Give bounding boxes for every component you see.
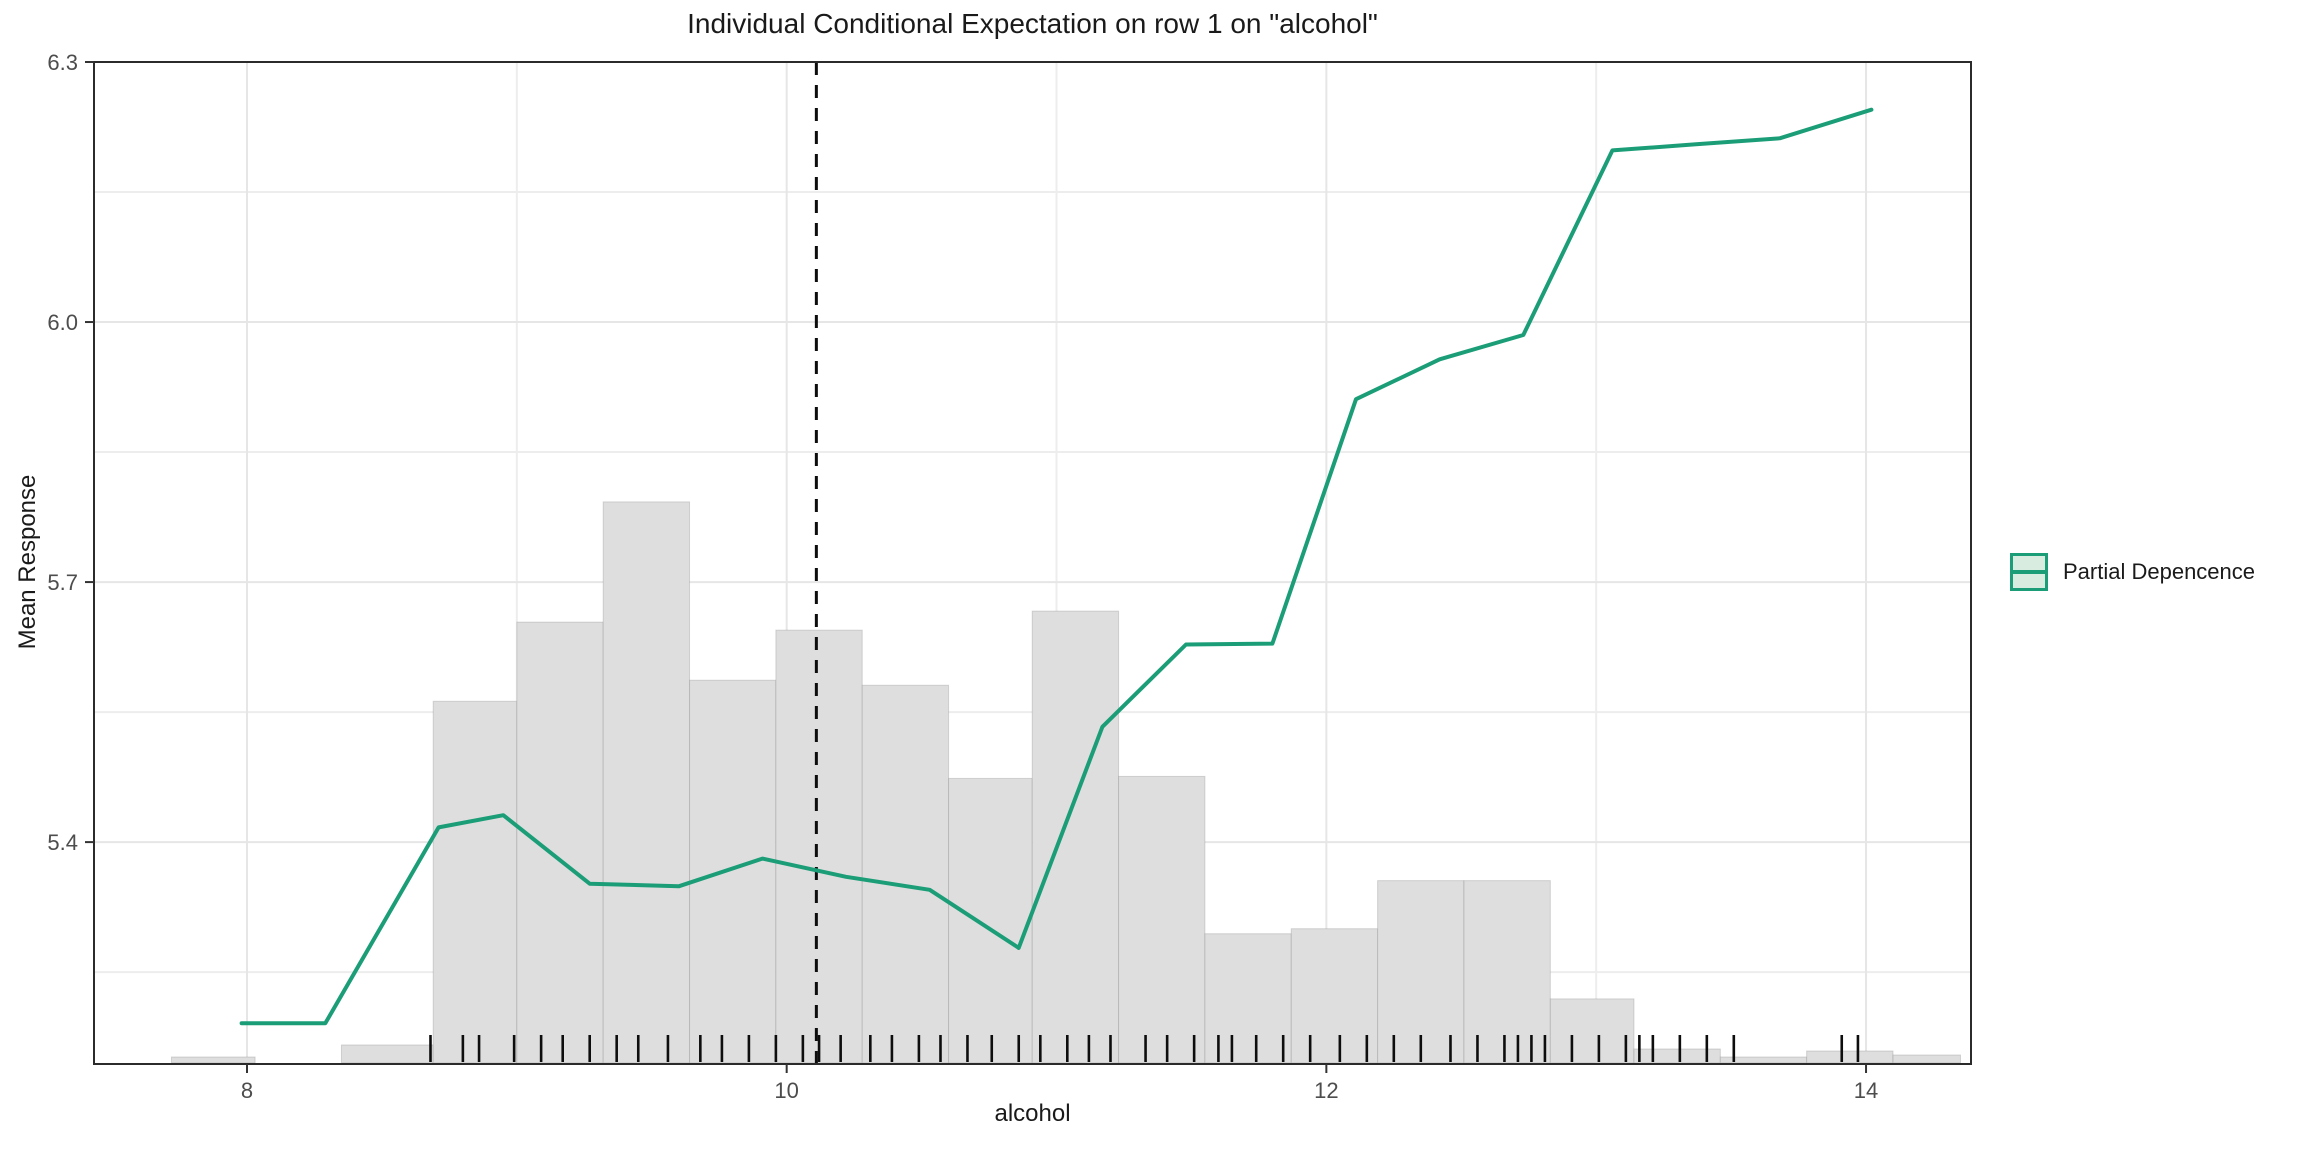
x-axis-title: alcohol (994, 1100, 1071, 1127)
svg-text:14: 14 (1854, 1078, 1878, 1103)
svg-text:5.7: 5.7 (47, 570, 78, 595)
legend: Partial Depencence (2010, 553, 2255, 591)
svg-text:12: 12 (1314, 1078, 1338, 1103)
svg-text:10: 10 (774, 1078, 798, 1103)
svg-text:6.0: 6.0 (47, 310, 78, 335)
svg-text:6.3: 6.3 (47, 50, 78, 75)
chart-title: Individual Conditional Expectation on ro… (687, 8, 1378, 39)
svg-text:8: 8 (241, 1078, 253, 1103)
legend-key-line-icon (2013, 570, 2045, 574)
y-axis-title: Mean Response (14, 474, 41, 650)
legend-key-swatch (2010, 553, 2048, 591)
legend-label: Partial Depencence (2063, 559, 2256, 584)
svg-text:5.4: 5.4 (47, 830, 78, 855)
